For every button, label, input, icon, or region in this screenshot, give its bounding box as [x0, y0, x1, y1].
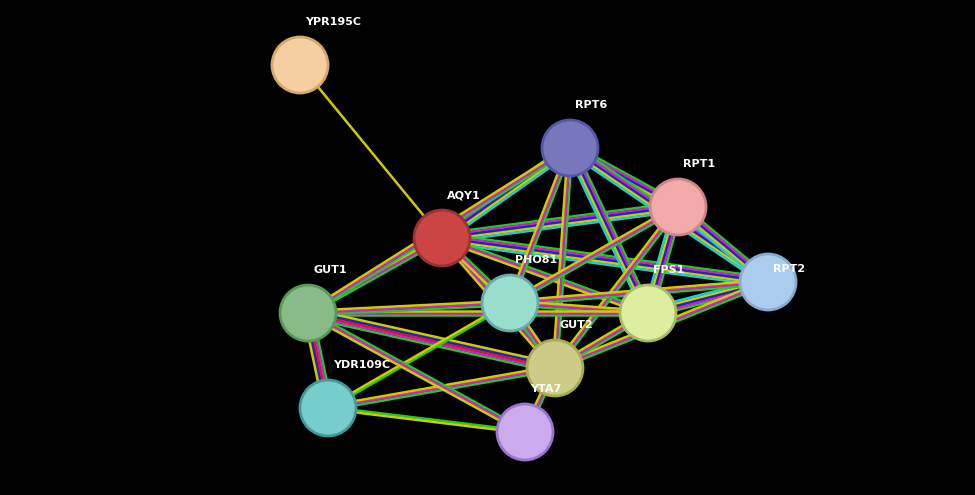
Circle shape: [414, 210, 470, 266]
Text: YPR195C: YPR195C: [305, 17, 361, 27]
Circle shape: [542, 120, 598, 176]
Text: RPT6: RPT6: [575, 100, 607, 110]
Circle shape: [300, 380, 356, 436]
Text: RPT2: RPT2: [773, 264, 805, 274]
Circle shape: [527, 340, 583, 396]
Text: GUT1: GUT1: [313, 265, 347, 275]
Circle shape: [497, 404, 553, 460]
Text: GUT2: GUT2: [560, 320, 594, 330]
Text: YTA7: YTA7: [530, 384, 562, 394]
Circle shape: [280, 285, 336, 341]
Text: FPS1: FPS1: [653, 265, 684, 275]
Circle shape: [272, 37, 328, 93]
Text: RPT1: RPT1: [683, 159, 715, 169]
Text: PHO81: PHO81: [515, 255, 558, 265]
Circle shape: [650, 179, 706, 235]
Text: YDR109C: YDR109C: [333, 360, 390, 370]
Text: AQY1: AQY1: [447, 190, 481, 200]
Circle shape: [482, 275, 538, 331]
Circle shape: [620, 285, 676, 341]
Circle shape: [740, 254, 796, 310]
